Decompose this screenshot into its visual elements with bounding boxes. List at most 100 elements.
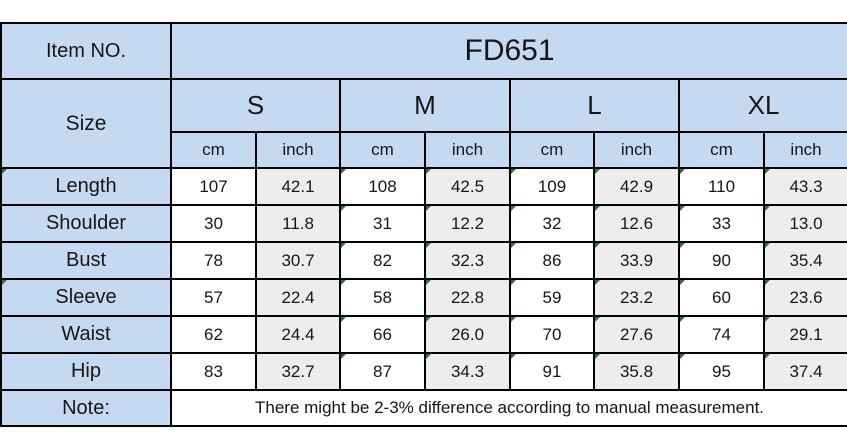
row-label-length: Length (0, 167, 172, 206)
item-no-label: Item NO. (0, 22, 172, 80)
cell-sleeve-s-inch: 22.4 (255, 278, 341, 317)
measurement-row-shoulder: Shoulder 30 11.8 31 12.2 32 12.6 33 13.0 (0, 204, 847, 243)
error-indicator-triangle-icon (766, 355, 772, 360)
measurement-row-waist: Waist 62 24.4 66 26.0 70 27.6 74 29.1 (0, 315, 847, 354)
size-label: Size (0, 78, 172, 169)
error-indicator-triangle-icon (596, 207, 602, 212)
cell-shoulder-s-inch: 11.8 (255, 204, 341, 243)
cell-length-xl-cm: 110 (678, 167, 765, 206)
error-indicator-triangle-icon (766, 318, 772, 323)
cell-length-l-cm: 109 (509, 167, 595, 206)
error-indicator-triangle-icon (427, 244, 433, 249)
error-indicator-triangle-icon (681, 355, 687, 360)
error-indicator-triangle-icon (512, 281, 518, 286)
error-indicator-triangle-icon (681, 318, 687, 323)
row-label-sleeve: Sleeve (0, 278, 172, 317)
error-indicator-triangle-icon (427, 281, 433, 286)
cell-waist-l-inch: 27.6 (593, 315, 680, 354)
cell-length-l-inch: 42.9 (593, 167, 680, 206)
cell-sleeve-m-cm: 58 (339, 278, 426, 317)
cell-hip-xl-cm: 95 (678, 352, 765, 391)
error-indicator-triangle-icon (596, 318, 602, 323)
cell-sleeve-l-inch: 23.2 (593, 278, 680, 317)
cell-waist-m-cm: 66 (339, 315, 426, 354)
cell-shoulder-l-inch: 12.6 (593, 204, 680, 243)
cell-hip-l-inch: 35.8 (593, 352, 680, 391)
cell-waist-xl-inch: 29.1 (762, 315, 847, 354)
error-indicator-triangle-icon (427, 318, 433, 323)
cell-shoulder-s-cm: 30 (170, 204, 257, 243)
cell-hip-m-inch: 34.3 (424, 352, 511, 391)
measurement-row-hip: Hip 83 32.7 87 34.3 91 35.8 95 37.4 (0, 352, 847, 391)
size-group-m: M (339, 78, 511, 133)
measurement-row-bust: Bust 78 30.7 82 32.3 86 33.9 90 35.4 (0, 241, 847, 280)
size-group-s: S (170, 78, 341, 133)
cell-hip-m-cm: 87 (339, 352, 426, 391)
error-indicator-triangle-icon (596, 355, 602, 360)
cell-length-xl-inch: 43.3 (762, 167, 847, 206)
error-indicator-triangle-icon (681, 207, 687, 212)
cell-waist-s-cm: 62 (170, 315, 257, 354)
unit-header-row: cm inch cm inch cm inch cm inch (1, 131, 847, 169)
cell-waist-m-inch: 26.0 (424, 315, 511, 354)
error-indicator-triangle-icon (766, 244, 772, 249)
error-indicator-triangle-icon (342, 355, 348, 360)
cell-bust-xl-inch: 35.4 (762, 241, 847, 280)
error-indicator-triangle-icon (596, 244, 602, 249)
measurement-row-length: Length 107 42.1 108 42.5 109 42.9 110 43.3 (0, 167, 847, 206)
unit-header-l-cm: cm (509, 131, 595, 169)
cell-bust-xl-cm: 90 (678, 241, 765, 280)
cell-shoulder-m-inch: 12.2 (424, 204, 511, 243)
error-indicator-triangle-icon (512, 318, 518, 323)
size-group-l: L (509, 78, 680, 133)
cell-hip-l-cm: 91 (509, 352, 595, 391)
measurement-row-sleeve: Sleeve 57 22.4 58 22.8 59 23.2 60 23.6 (0, 278, 847, 317)
cell-bust-l-inch: 33.9 (593, 241, 680, 280)
cell-bust-s-cm: 78 (170, 241, 257, 280)
row-label-shoulder: Shoulder (0, 204, 172, 243)
unit-header-s-cm: cm (170, 131, 257, 169)
item-no-value: FD651 (169, 22, 847, 80)
item-number-row: Item NO. FD651 (0, 22, 847, 80)
cell-sleeve-l-cm: 59 (509, 278, 595, 317)
cell-length-m-cm: 108 (339, 167, 426, 206)
error-indicator-triangle-icon (342, 318, 348, 323)
cell-shoulder-m-cm: 31 (339, 204, 426, 243)
size-chart-table: Item NO. FD651 Size S M L XL cm inch cm … (0, 22, 847, 427)
cell-waist-xl-cm: 74 (678, 315, 765, 354)
unit-header-m-cm: cm (339, 131, 426, 169)
error-indicator-triangle-icon (3, 281, 9, 286)
unit-header-xl-cm: cm (678, 131, 765, 169)
cell-bust-l-cm: 86 (509, 241, 595, 280)
error-indicator-triangle-icon (681, 244, 687, 249)
cell-bust-s-inch: 30.7 (255, 241, 341, 280)
cell-length-s-inch: 42.1 (255, 167, 341, 206)
cell-shoulder-xl-inch: 13.0 (762, 204, 847, 243)
error-indicator-triangle-icon (766, 281, 772, 286)
size-group-xl: XL (677, 78, 847, 133)
error-indicator-triangle-icon (342, 170, 348, 175)
unit-header-s-inch: inch (255, 131, 341, 169)
row-label-bust: Bust (0, 241, 172, 280)
note-text: There might be 2-3% difference according… (169, 389, 847, 427)
error-indicator-triangle-icon (681, 281, 687, 286)
error-indicator-triangle-icon (681, 170, 687, 175)
unit-header-m-inch: inch (424, 131, 511, 169)
error-indicator-triangle-icon (3, 170, 9, 175)
cell-sleeve-m-inch: 22.8 (424, 278, 511, 317)
error-indicator-triangle-icon (512, 244, 518, 249)
cell-hip-s-inch: 32.7 (255, 352, 341, 391)
cell-shoulder-xl-cm: 33 (678, 204, 765, 243)
error-indicator-triangle-icon (427, 170, 433, 175)
error-indicator-triangle-icon (512, 170, 518, 175)
error-indicator-triangle-icon (342, 207, 348, 212)
cell-shoulder-l-cm: 32 (509, 204, 595, 243)
cell-sleeve-s-cm: 57 (170, 278, 257, 317)
cell-bust-m-cm: 82 (339, 241, 426, 280)
cell-length-m-inch: 42.5 (424, 167, 511, 206)
cell-hip-s-cm: 83 (170, 352, 257, 391)
cell-sleeve-xl-cm: 60 (678, 278, 765, 317)
error-indicator-triangle-icon (766, 207, 772, 212)
error-indicator-triangle-icon (596, 170, 602, 175)
